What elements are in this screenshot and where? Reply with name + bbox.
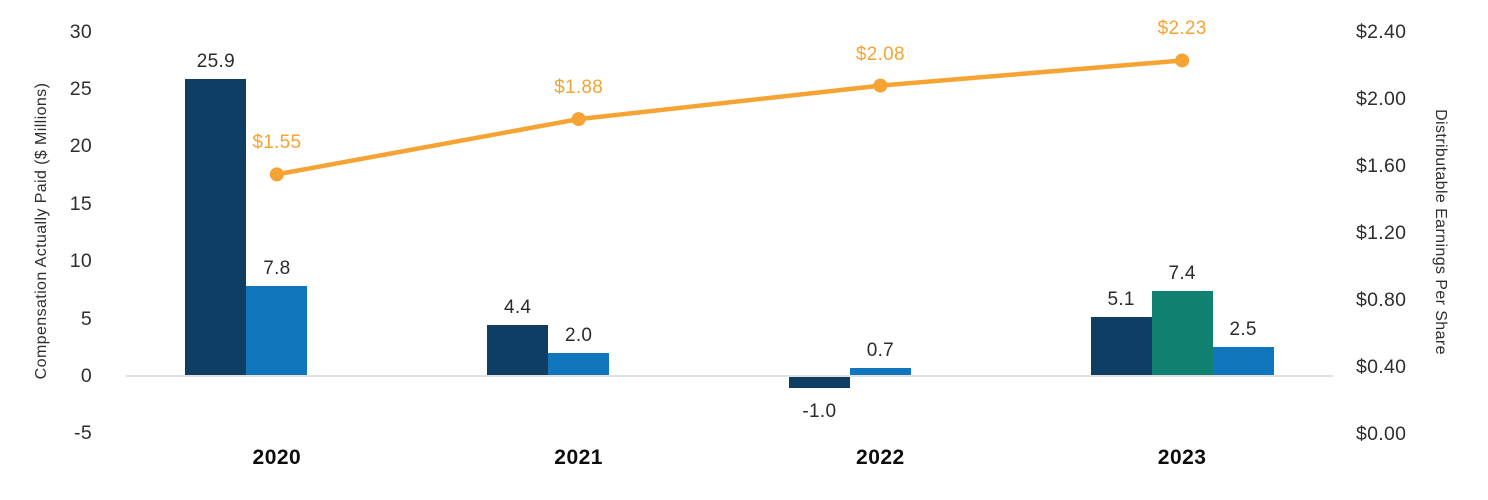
left-axis-title: Compensation Actually Paid ($ Millions) (33, 82, 50, 380)
bar-value-label: 5.1 (1107, 289, 1135, 311)
x-axis-label-2021: 2021 (554, 446, 603, 469)
bar-blue-2021 (548, 353, 610, 376)
x-axis-label-2020: 2020 (252, 446, 302, 469)
left-axis-tick-label: 20 (69, 135, 92, 158)
bar-teal-2023 (1151, 291, 1213, 376)
bar-value-label: 7.8 (263, 258, 291, 280)
bar-navy-2020 (185, 78, 247, 376)
bar-blue-2020 (246, 286, 308, 376)
line-point-label: $2.08 (855, 43, 905, 65)
line-point-label: $1.88 (554, 77, 604, 99)
left-axis-tick-label: 0 (80, 365, 92, 387)
bar-value-label: 2.5 (1229, 319, 1257, 341)
right-axis-tick-label: $0.80 (1356, 289, 1407, 311)
x-axis-label-2023: 2023 (1157, 446, 1207, 469)
line-point-label: $1.55 (252, 132, 302, 154)
bar-value-label: 7.4 (1168, 263, 1196, 285)
bar-value-label: 2.0 (564, 325, 593, 347)
bar-value-label: -1.0 (802, 401, 837, 423)
left-axis-tick-label: 25 (69, 78, 92, 100)
zero-baseline-rule (126, 374, 1333, 377)
line-point-marker (873, 78, 888, 93)
line-point-label: $2.23 (1157, 18, 1207, 40)
line-point-marker (269, 167, 284, 182)
line-point-marker (1175, 53, 1190, 68)
right-axis-tick-label: $2.00 (1356, 88, 1407, 110)
left-axis-tick-label: 5 (80, 307, 92, 330)
eps-line (274, 58, 1185, 177)
left-axis-tick-label: 10 (69, 250, 92, 273)
bar-navy-2021 (487, 325, 549, 376)
right-axis-tick-label: $0.00 (1356, 423, 1407, 445)
right-axis-tick-label: $1.20 (1356, 222, 1407, 244)
x-axis-label-2022: 2022 (856, 446, 905, 469)
bar-blue-2022 (849, 367, 911, 376)
bar-value-label: 4.4 (503, 297, 532, 319)
bar-blue-2023 (1212, 347, 1274, 376)
bar-value-label: 0.7 (866, 339, 895, 361)
right-axis-tick-label: $2.40 (1356, 21, 1407, 43)
right-axis-tick-label: $0.40 (1356, 356, 1407, 378)
left-axis-tick-label: 15 (69, 192, 92, 215)
bar-navy-2022 (788, 377, 850, 389)
bar-navy-2023 (1090, 317, 1152, 376)
line-point-marker (571, 112, 586, 127)
left-axis-tick-label: -5 (74, 422, 92, 445)
left-axis-tick-label: 30 (69, 20, 92, 43)
right-axis-tick-label: $1.60 (1356, 155, 1407, 177)
bar-value-label: 25.9 (196, 50, 235, 72)
